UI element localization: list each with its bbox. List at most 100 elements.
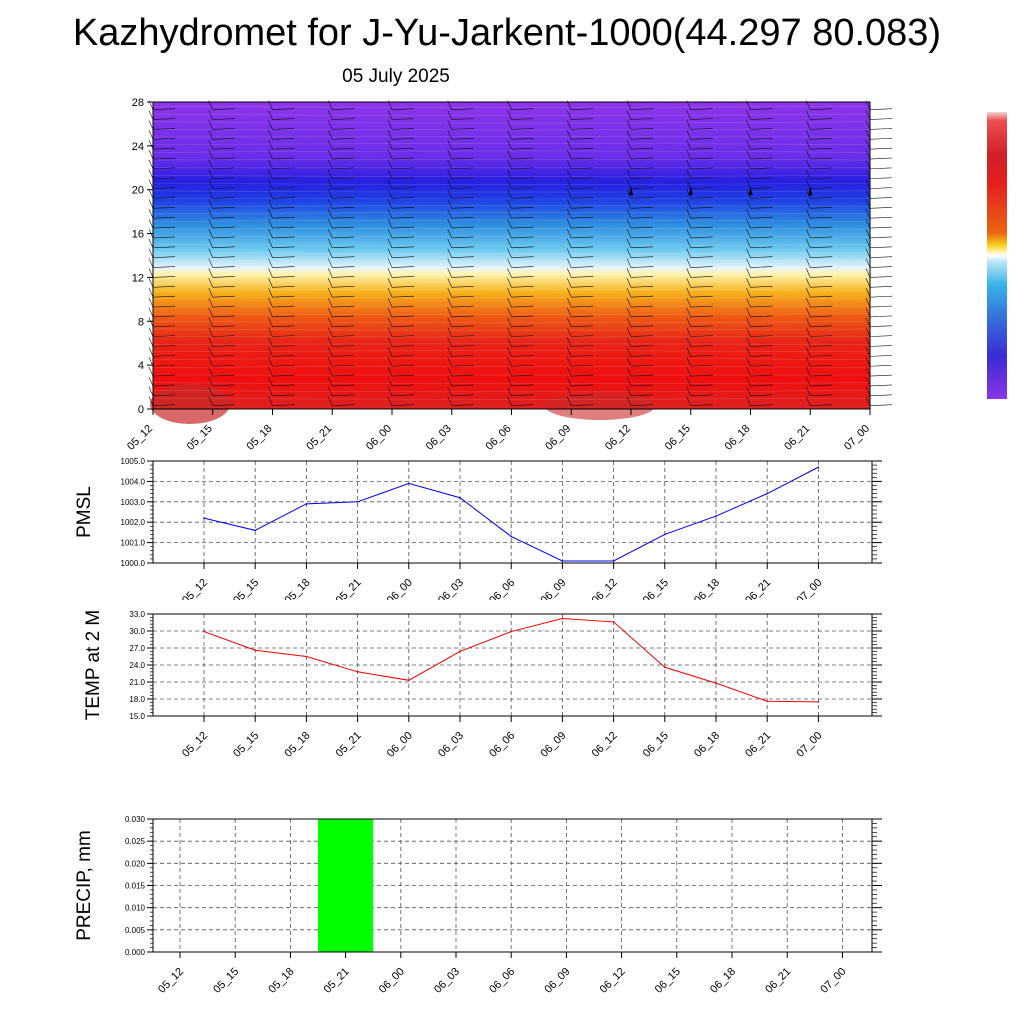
wind-barb: [810, 384, 833, 387]
wind-barb: [152, 157, 176, 160]
wind-barb: [869, 384, 893, 387]
x-tick-label: 05_15: [211, 966, 241, 996]
wind-barb-flag: [148, 199, 154, 209]
wind-barb-flag: [208, 278, 214, 288]
wind-barb: [630, 157, 654, 160]
wind-barb-flag: [746, 307, 751, 318]
wind-barb-flag: [387, 386, 393, 396]
y-tick-label: 16: [132, 229, 144, 241]
wind-barb-flag: [148, 396, 154, 406]
wind-barb: [750, 137, 773, 140]
wind-barb: [391, 147, 415, 150]
wind-barb: [750, 345, 773, 347]
x-tick-label: 06_12: [603, 423, 633, 453]
wind-barb-flag: [327, 386, 333, 396]
wind-barb: [152, 285, 176, 288]
wind-barb-flag: [805, 169, 811, 179]
wind-barb-flag: [805, 189, 811, 199]
heatmap-warm-core: [545, 392, 655, 420]
heatmap-warm-core: [150, 384, 230, 424]
wind-barb: [332, 305, 355, 308]
wind-barb-flag: [746, 366, 751, 377]
wind-barb: [810, 226, 833, 229]
wind-barb-flag: [805, 209, 811, 219]
wind-barb: [212, 207, 235, 209]
wind-barb-flag: [148, 179, 154, 189]
wind-barb: [391, 157, 415, 160]
x-tick-label: 06_09: [543, 423, 573, 453]
wind-barb: [690, 364, 713, 367]
wind-barb-flag: [268, 179, 273, 189]
wind-barb: [511, 207, 534, 209]
wind-barb: [212, 384, 235, 387]
x-tick-label: 06_00: [364, 423, 394, 453]
y-tick-label: 0.025: [125, 837, 146, 846]
wind-barb-flag: [148, 386, 154, 396]
wind-barb: [272, 157, 295, 160]
wind-barb: [272, 236, 295, 239]
wind-barb-flag: [507, 366, 512, 377]
wind-barb-flag: [686, 189, 692, 199]
wind-barb: [451, 137, 474, 140]
wind-barb: [511, 187, 534, 189]
wind-barb-flag: [387, 357, 393, 367]
wind-barb: [511, 325, 534, 328]
wind-barb-flag: [148, 258, 154, 268]
wind-barb: [810, 137, 833, 140]
wind-barb: [571, 118, 594, 120]
wind-barb: [571, 157, 594, 160]
wind-barb: [630, 295, 654, 298]
wind-barb-flag: [626, 248, 632, 258]
wind-barb-flag: [268, 327, 273, 337]
wind-barb: [571, 374, 594, 377]
wind-barb: [212, 295, 235, 298]
wind-barb: [869, 276, 893, 278]
wind-barb: [391, 335, 415, 337]
wind-barb-flag: [865, 248, 871, 258]
y-tick-label: 24: [132, 141, 144, 153]
x-tick-label: 06_00: [385, 730, 415, 760]
wind-barb: [810, 335, 833, 337]
pmsl-point: [305, 503, 308, 505]
wind-barb-flag: [805, 120, 811, 130]
precip-ylabel: PRECIP, mm: [74, 830, 95, 941]
wind-barb: [810, 197, 833, 199]
wind-barb: [630, 394, 654, 397]
wind-barb: [750, 118, 773, 120]
contour-line: [152, 313, 871, 315]
wind-barb-flag: [387, 307, 393, 318]
wind-barb-flag: [566, 278, 572, 288]
pmsl-point: [203, 517, 205, 519]
wind-barb: [571, 355, 594, 357]
wind-barb: [869, 137, 893, 140]
x-tick-label: 06_09: [542, 966, 572, 996]
wind-barb: [391, 394, 415, 397]
wind-barb-flag: [805, 238, 811, 248]
wind-barb: [152, 187, 176, 189]
wind-barb: [630, 167, 654, 170]
wind-barb-flag: [865, 179, 871, 189]
wind-barb: [571, 266, 594, 268]
x-tick-label: 06_06: [487, 730, 517, 760]
wind-barb: [750, 108, 773, 110]
wind-barb: [451, 256, 474, 258]
wind-barb: [332, 315, 355, 318]
wind-barb-flag: [626, 337, 632, 347]
wind-barb: [810, 157, 833, 160]
contour-line: [152, 281, 871, 284]
wind-barb-flag: [327, 199, 333, 209]
wind-barb: [630, 285, 654, 288]
wind-barb: [869, 285, 893, 288]
wind-barb-flag: [686, 110, 692, 120]
wind-barb: [571, 394, 594, 397]
wind-barb-flag: [208, 238, 214, 248]
wind-barb-flag: [327, 337, 333, 347]
wind-barb: [869, 128, 893, 130]
wind-barb: [212, 167, 235, 170]
wind-barb: [272, 345, 295, 347]
wind-barb: [391, 325, 415, 328]
wind-barb: [810, 108, 833, 110]
wind-barb: [451, 374, 474, 377]
wind-barb-flag: [865, 357, 871, 367]
wind-barb: [869, 177, 893, 180]
